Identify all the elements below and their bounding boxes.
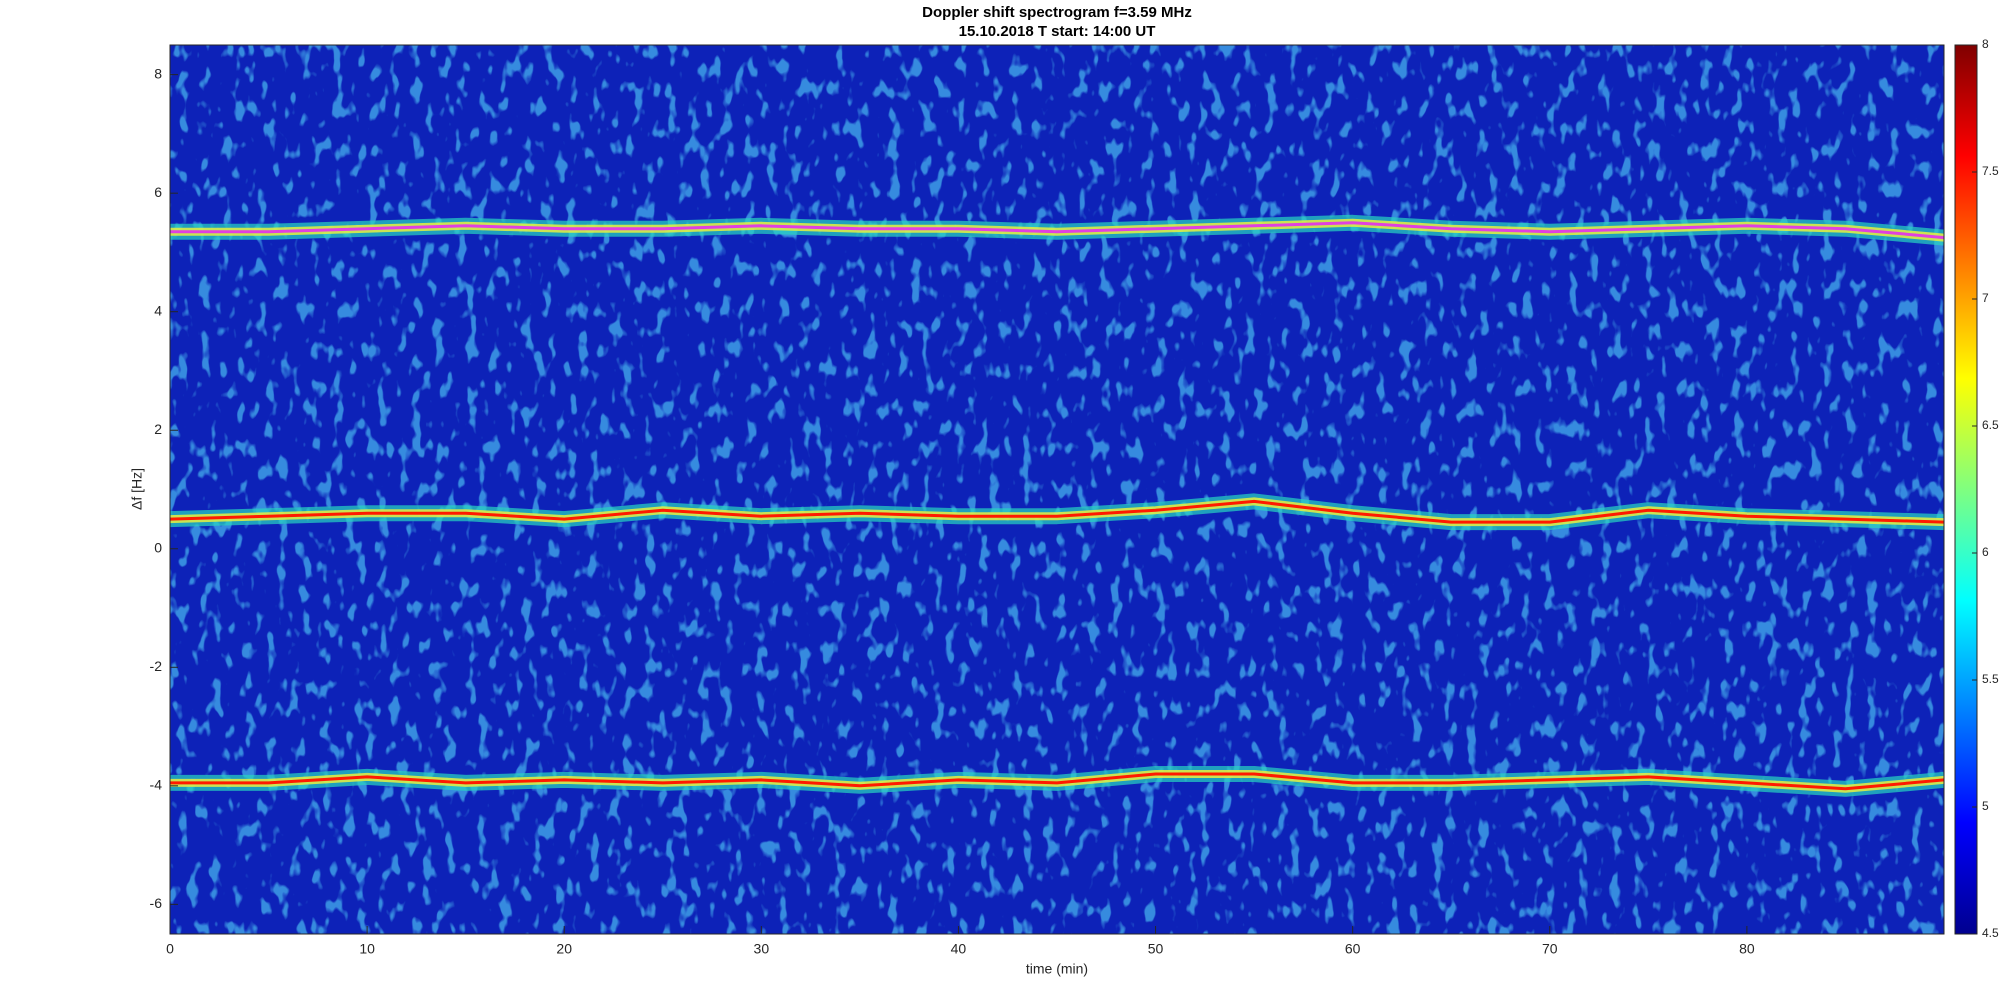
plot-area (170, 45, 1944, 934)
x-tick-label: 40 (951, 941, 967, 957)
y-tick-label: -6 (150, 895, 163, 911)
chart-title: Doppler shift spectrogram f=3.59 MHz (922, 4, 1192, 21)
chart-subtitle: 15.10.2018 T start: 14:00 UT (959, 23, 1156, 40)
y-tick-label: 8 (154, 65, 162, 81)
plot-frame (169, 44, 1945, 935)
y-tick-label: -2 (150, 658, 163, 674)
colorbar-tick-label: 6 (1982, 545, 1989, 559)
x-tick-label: 0 (166, 941, 174, 957)
x-tick-label: 50 (1148, 941, 1164, 957)
colorbar-tick-label: 4.5 (1982, 926, 1999, 940)
colorbar-tick-label: 5 (1982, 799, 1989, 813)
trace-line (170, 499, 1944, 524)
y-tick-label: 2 (154, 421, 162, 437)
x-tick-label: 30 (754, 941, 770, 957)
x-tick-label: 10 (359, 941, 375, 957)
colorbar-tick-label: 5.5 (1982, 672, 1999, 686)
y-tick-label: 0 (154, 539, 162, 555)
y-axis-label: Δf [Hz] (129, 468, 145, 510)
colorbar-tick-label: 7 (1982, 291, 1989, 305)
x-tick-label: 20 (556, 941, 572, 957)
trace-line (170, 221, 1944, 240)
colorbar (1954, 44, 1978, 935)
y-tick-label: 4 (154, 302, 162, 318)
x-tick-label: 80 (1739, 941, 1755, 957)
spectrogram-noise (170, 45, 1944, 934)
colorbar-tick-label: 7.5 (1982, 164, 1999, 178)
trace-line (170, 772, 1944, 791)
x-axis-label: time (min) (1026, 961, 1088, 977)
colorbar-tick-label: 6.5 (1982, 418, 1999, 432)
colorbar-tick-label: 8 (1982, 37, 1989, 51)
x-tick-label: 70 (1542, 941, 1558, 957)
y-tick-label: -4 (150, 777, 163, 793)
x-tick-label: 60 (1345, 941, 1361, 957)
y-tick-label: 6 (154, 184, 162, 200)
